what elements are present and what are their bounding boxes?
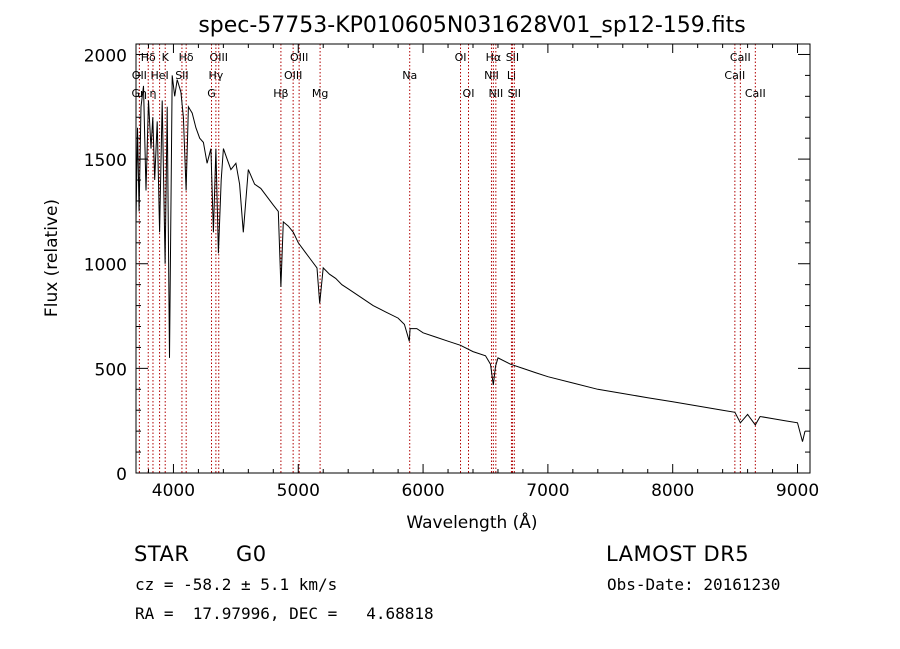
y-axis-label: Flux (relative)	[42, 199, 62, 317]
y-tick-label: 0	[116, 465, 127, 485]
x-tick-label: 9000	[776, 481, 819, 501]
x-tick-label: 7000	[526, 481, 569, 501]
marker-label: HeI	[150, 69, 168, 82]
marker-label: G	[207, 87, 216, 100]
y-tick-label: 1500	[84, 151, 127, 171]
x-tick-label: 5000	[277, 481, 320, 501]
axis-layer: 4000 5000 6000 7000 8000 9000 0 500 1000 1500 2000	[84, 44, 819, 501]
x-tick-label: 6000	[401, 481, 444, 501]
marker-label: SII	[175, 69, 188, 82]
marker-label: Hδ	[179, 51, 194, 64]
marker-label: OIII	[290, 51, 308, 64]
marker-label: Li	[507, 69, 516, 82]
chart-title: spec-57753-KP010605N031628V01_sp12-159.f…	[198, 13, 745, 38]
y-tick-label: 500	[95, 360, 127, 380]
survey-name: LAMOST DR5	[606, 542, 750, 566]
marker-label: CaII	[724, 69, 745, 82]
marker-label: Hβ	[273, 87, 288, 100]
observation-date: Obs-Date: 20161230	[607, 575, 781, 594]
marker-label: OI	[463, 87, 475, 100]
marker-label: SII	[506, 51, 519, 64]
y-tick-label: 2000	[84, 46, 127, 66]
coordinates: RA = 17.97996, DEC = 4.68818	[135, 604, 434, 623]
object-class: STAR	[134, 542, 190, 566]
marker-label: CaII	[745, 87, 766, 100]
spectrum-line	[135, 75, 806, 442]
marker-label: K	[162, 51, 170, 64]
marker-label: NII	[484, 69, 499, 82]
marker-label: η	[149, 87, 156, 100]
redshift-cz: cz = -58.2 ± 5.1 km/s	[135, 575, 338, 594]
marker-label: OIII	[284, 69, 302, 82]
object-subclass: G0	[236, 542, 267, 566]
marker-label: OIII	[210, 51, 228, 64]
x-tick-label: 4000	[152, 481, 195, 501]
marker-label: NII	[488, 87, 503, 100]
marker-label: Hα	[486, 51, 502, 64]
plot-frame	[135, 43, 811, 474]
marker-label: Gη	[131, 87, 147, 100]
x-tick-label: 8000	[651, 481, 694, 501]
marker-label: Na	[402, 69, 417, 82]
y-tick-label: 1000	[84, 256, 127, 276]
marker-label: CaII	[730, 51, 751, 64]
x-axis-label: Wavelength (Å)	[406, 511, 537, 533]
marker-label: Mg	[312, 87, 328, 100]
marker-label: OI	[455, 51, 467, 64]
marker-label: SII	[508, 87, 521, 100]
marker-label: Hδ	[141, 51, 156, 64]
marker-label: Hγ	[208, 69, 223, 82]
